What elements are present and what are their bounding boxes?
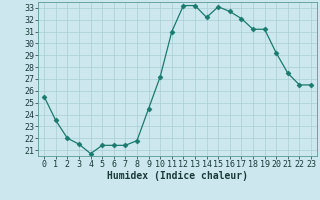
X-axis label: Humidex (Indice chaleur): Humidex (Indice chaleur) bbox=[107, 171, 248, 181]
